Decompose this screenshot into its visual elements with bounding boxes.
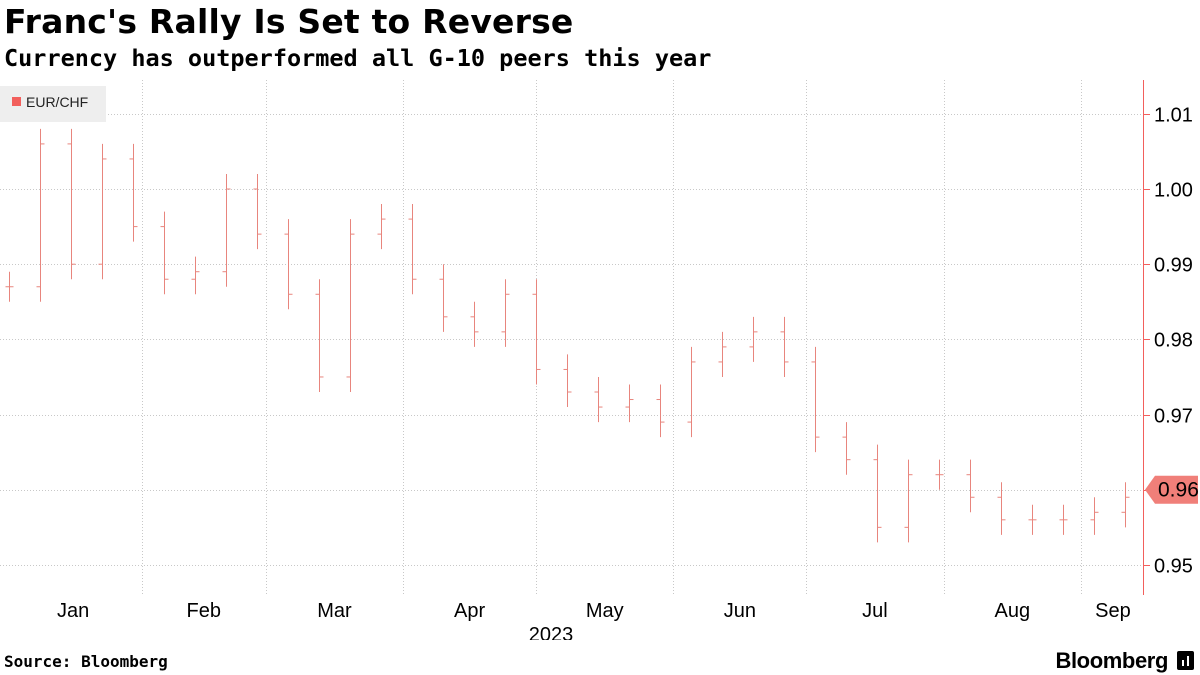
ohlc-bar: [656, 384, 665, 438]
last-value-marker: 0.96: [1145, 475, 1199, 504]
ohlc-bar: [749, 316, 758, 362]
ohlc-bar: [346, 219, 355, 393]
ohlc-bar: [160, 211, 169, 295]
y-tick-label: 1.01: [1154, 105, 1193, 127]
x-tick-label: Jul: [862, 600, 888, 622]
ohlc-bar: [253, 173, 262, 250]
y-axis-tick-labels: 0.950.960.970.980.991.001.01: [1154, 105, 1193, 578]
ohlc-bar: [36, 128, 45, 302]
x-tick-label: Mar: [317, 600, 352, 622]
x-tick-label: Sep: [1095, 600, 1131, 622]
vertical-gridlines: [142, 80, 1082, 595]
bloomberg-logo: Bloomberg: [1055, 648, 1168, 673]
ohlc-bar: [67, 128, 76, 280]
ohlc-bar: [966, 459, 975, 513]
x-tick-label: Apr: [454, 600, 485, 622]
y-tick-label: 0.99: [1154, 255, 1193, 277]
ohlc-bar: [98, 143, 107, 280]
ohlc-bar: [625, 384, 634, 423]
legend-swatch-eurchf: [12, 97, 21, 106]
x-axis-tick-labels: Jan Feb Mar Apr May Jun Jul Aug Sep: [57, 600, 1131, 622]
ohlc-bar: [377, 204, 386, 250]
ohlc-bar: [222, 173, 231, 287]
legend: EUR/CHF: [0, 86, 106, 122]
ohlc-bar: [935, 459, 944, 490]
x-tick-label: Jun: [724, 600, 756, 622]
ohlc-bar: [997, 482, 1006, 535]
ohlc-bar: [5, 271, 14, 302]
ohlc-bar: [408, 204, 417, 295]
source-note: Source: Bloomberg: [4, 652, 168, 671]
x-tick-label: Aug: [995, 600, 1031, 622]
ohlc-bar: [687, 346, 696, 438]
ohlc-bar: [1059, 504, 1068, 535]
ohlc-bar: [532, 279, 541, 385]
x-axis-year-label: 2023: [529, 624, 574, 640]
ohlc-bar: [811, 346, 820, 453]
last-value-flag: [1145, 475, 1198, 504]
y-tick-label: 0.97: [1154, 406, 1193, 428]
ohlc-bar: [1121, 482, 1130, 528]
ohlc-bar: [315, 279, 324, 393]
ohlc-bar: [1090, 497, 1099, 535]
ohlc-bar: [439, 264, 448, 332]
ohlc-bar: [1028, 504, 1037, 535]
chart-title: Franc's Rally Is Set to Reverse: [4, 2, 574, 41]
ohlc-bar: [191, 256, 200, 295]
ohlc-bar: [563, 354, 572, 408]
horizontal-gridlines: [0, 114, 1143, 566]
ohlc-bar: [873, 444, 882, 543]
ohlc-bar: [594, 376, 603, 423]
chart-subtitle: Currency has outperformed all G-10 peers…: [4, 44, 712, 72]
x-tick-label: Jan: [57, 600, 89, 622]
ohlc-bar: [129, 143, 138, 242]
x-tick-label: Feb: [187, 600, 221, 622]
ohlc-bar: [904, 459, 913, 543]
ohlc-bar: [470, 301, 479, 347]
ohlc-bar: [780, 316, 789, 377]
ohlc-bar: [501, 279, 510, 347]
y-tick-label: 0.95: [1154, 556, 1193, 578]
eurchf-ohlc-chart: 0.95 0.96 0.97 0.98 0.99 1.00 1.01 Jan Feb Mar Ap…: [0, 80, 1199, 640]
y-tick-label: 1.00: [1154, 180, 1193, 202]
x-tick-label: May: [586, 600, 624, 622]
last-value-label: 0.96: [1158, 479, 1199, 502]
ohlc-bars: [5, 128, 1130, 543]
ohlc-bar: [842, 422, 851, 475]
y-axis-tick-marks: [1143, 114, 1150, 566]
legend-label-eurchf: EUR/CHF: [26, 94, 88, 110]
ohlc-bar: [284, 219, 293, 310]
ohlc-bar: [718, 331, 727, 377]
y-tick-label: 0.98: [1154, 330, 1193, 352]
bloomberg-chart-icon: [1177, 651, 1194, 670]
